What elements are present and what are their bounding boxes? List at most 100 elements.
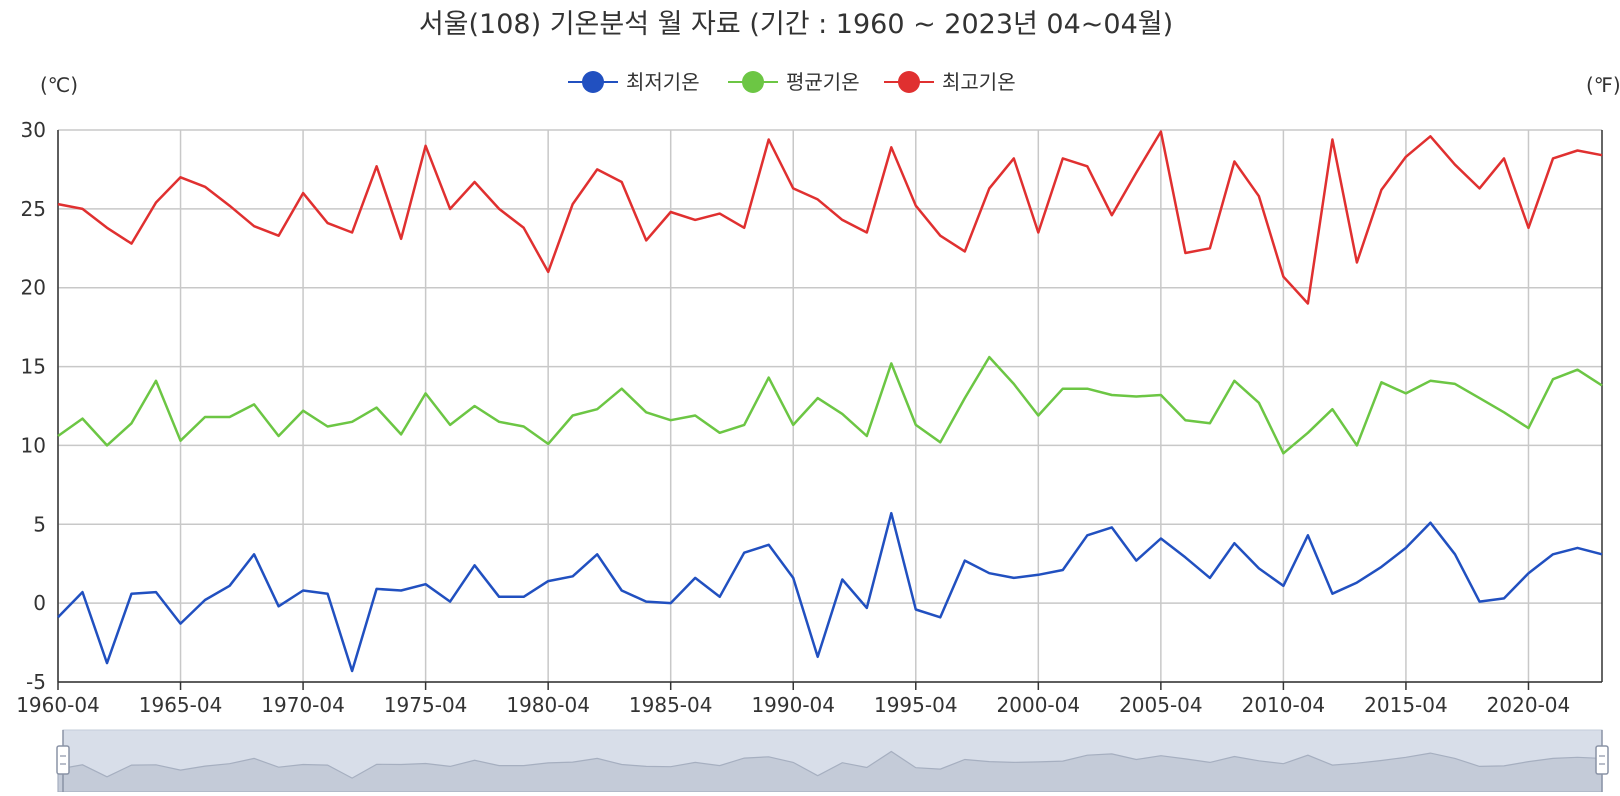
data-point [1036, 573, 1040, 577]
data-point [326, 592, 330, 596]
data-point [1600, 153, 1604, 157]
legend-item-1[interactable]: 최저기온 [568, 70, 700, 94]
data-point [154, 201, 158, 205]
data-point [130, 421, 134, 425]
navigator-series-area [57, 750, 1603, 793]
data-point [865, 606, 869, 610]
data-point [693, 218, 697, 222]
legend-marker [898, 71, 920, 93]
data-point [963, 396, 967, 400]
data-point [1012, 156, 1016, 160]
data-point [497, 420, 501, 424]
handle-grip[interactable] [1595, 745, 1609, 775]
data-point [301, 589, 305, 593]
data-point [1061, 387, 1065, 391]
data-point [620, 387, 624, 391]
data-point [1551, 552, 1555, 556]
data-point [497, 595, 501, 599]
data-point [497, 207, 501, 211]
data-point [1110, 525, 1114, 529]
data-point [1355, 443, 1359, 447]
data-point [277, 434, 281, 438]
series-1 [57, 511, 1604, 673]
data-point [1575, 149, 1579, 153]
data-point [252, 552, 256, 556]
data-point [252, 402, 256, 406]
data-point [301, 409, 305, 413]
y-tick-label: 5 [33, 512, 46, 536]
data-point [448, 600, 452, 604]
data-point [816, 396, 820, 400]
navigator-handle-right[interactable] [1595, 745, 1609, 775]
data-point [840, 218, 844, 222]
data-point [1526, 226, 1530, 230]
x-tick-label: 1990-04 [751, 693, 835, 717]
data-point [938, 440, 942, 444]
data-point [179, 622, 183, 626]
data-point [105, 226, 109, 230]
data-point [203, 598, 207, 602]
data-point [718, 212, 722, 216]
data-point [1036, 231, 1040, 235]
data-point [1379, 188, 1383, 192]
data-point [1281, 275, 1285, 279]
data-point [1477, 186, 1481, 190]
y-axis-unit-left: (℃) [40, 73, 78, 97]
series-layer [57, 130, 1604, 673]
data-point [1526, 571, 1530, 575]
data-point [595, 167, 599, 171]
data-point [914, 607, 918, 611]
y-tick-label: 15 [21, 355, 46, 379]
data-point [987, 186, 991, 190]
x-tick-label: 2000-04 [997, 693, 1081, 717]
data-point [81, 417, 85, 421]
data-point [669, 601, 673, 605]
x-tick-label: 1960-04 [16, 693, 100, 717]
data-point [1159, 393, 1163, 397]
data-point [840, 577, 844, 581]
data-point [644, 238, 648, 242]
data-point [987, 571, 991, 575]
data-point [865, 434, 869, 438]
data-point [1257, 401, 1261, 405]
range-navigator[interactable] [56, 729, 1609, 793]
data-point [1600, 552, 1604, 556]
x-tick-label: 2015-04 [1364, 693, 1448, 717]
data-point [693, 576, 697, 580]
legend-marker [742, 71, 764, 93]
data-point [1110, 213, 1114, 217]
data-point [1330, 592, 1334, 596]
data-point [1012, 382, 1016, 386]
data-point [889, 511, 893, 515]
legend-item-2[interactable]: 평균기온 [728, 70, 860, 94]
data-point [571, 413, 575, 417]
x-tick-label: 2020-04 [1487, 693, 1571, 717]
data-point [326, 221, 330, 225]
data-point [1526, 426, 1530, 430]
data-point [889, 145, 893, 149]
data-point [277, 234, 281, 238]
data-point [1159, 130, 1163, 134]
data-point [1502, 156, 1506, 160]
data-point [1281, 451, 1285, 455]
data-point [1061, 568, 1065, 572]
data-point [767, 376, 771, 380]
navigator-handle-left[interactable] [56, 745, 70, 775]
data-point [1330, 137, 1334, 141]
y-tick-label: 25 [21, 197, 46, 221]
x-tick-label: 2005-04 [1119, 693, 1203, 717]
data-point [228, 415, 232, 419]
data-point [718, 431, 722, 435]
data-point [1232, 379, 1236, 383]
data-point [522, 595, 526, 599]
data-point [963, 559, 967, 563]
x-tick-label: 1965-04 [139, 693, 223, 717]
data-point [350, 420, 354, 424]
data-point [620, 180, 624, 184]
data-point [571, 574, 575, 578]
legend-marker [582, 71, 604, 93]
handle-grip[interactable] [56, 745, 70, 775]
data-point [1453, 382, 1457, 386]
legend-item-3[interactable]: 최고기온 [884, 70, 1016, 94]
